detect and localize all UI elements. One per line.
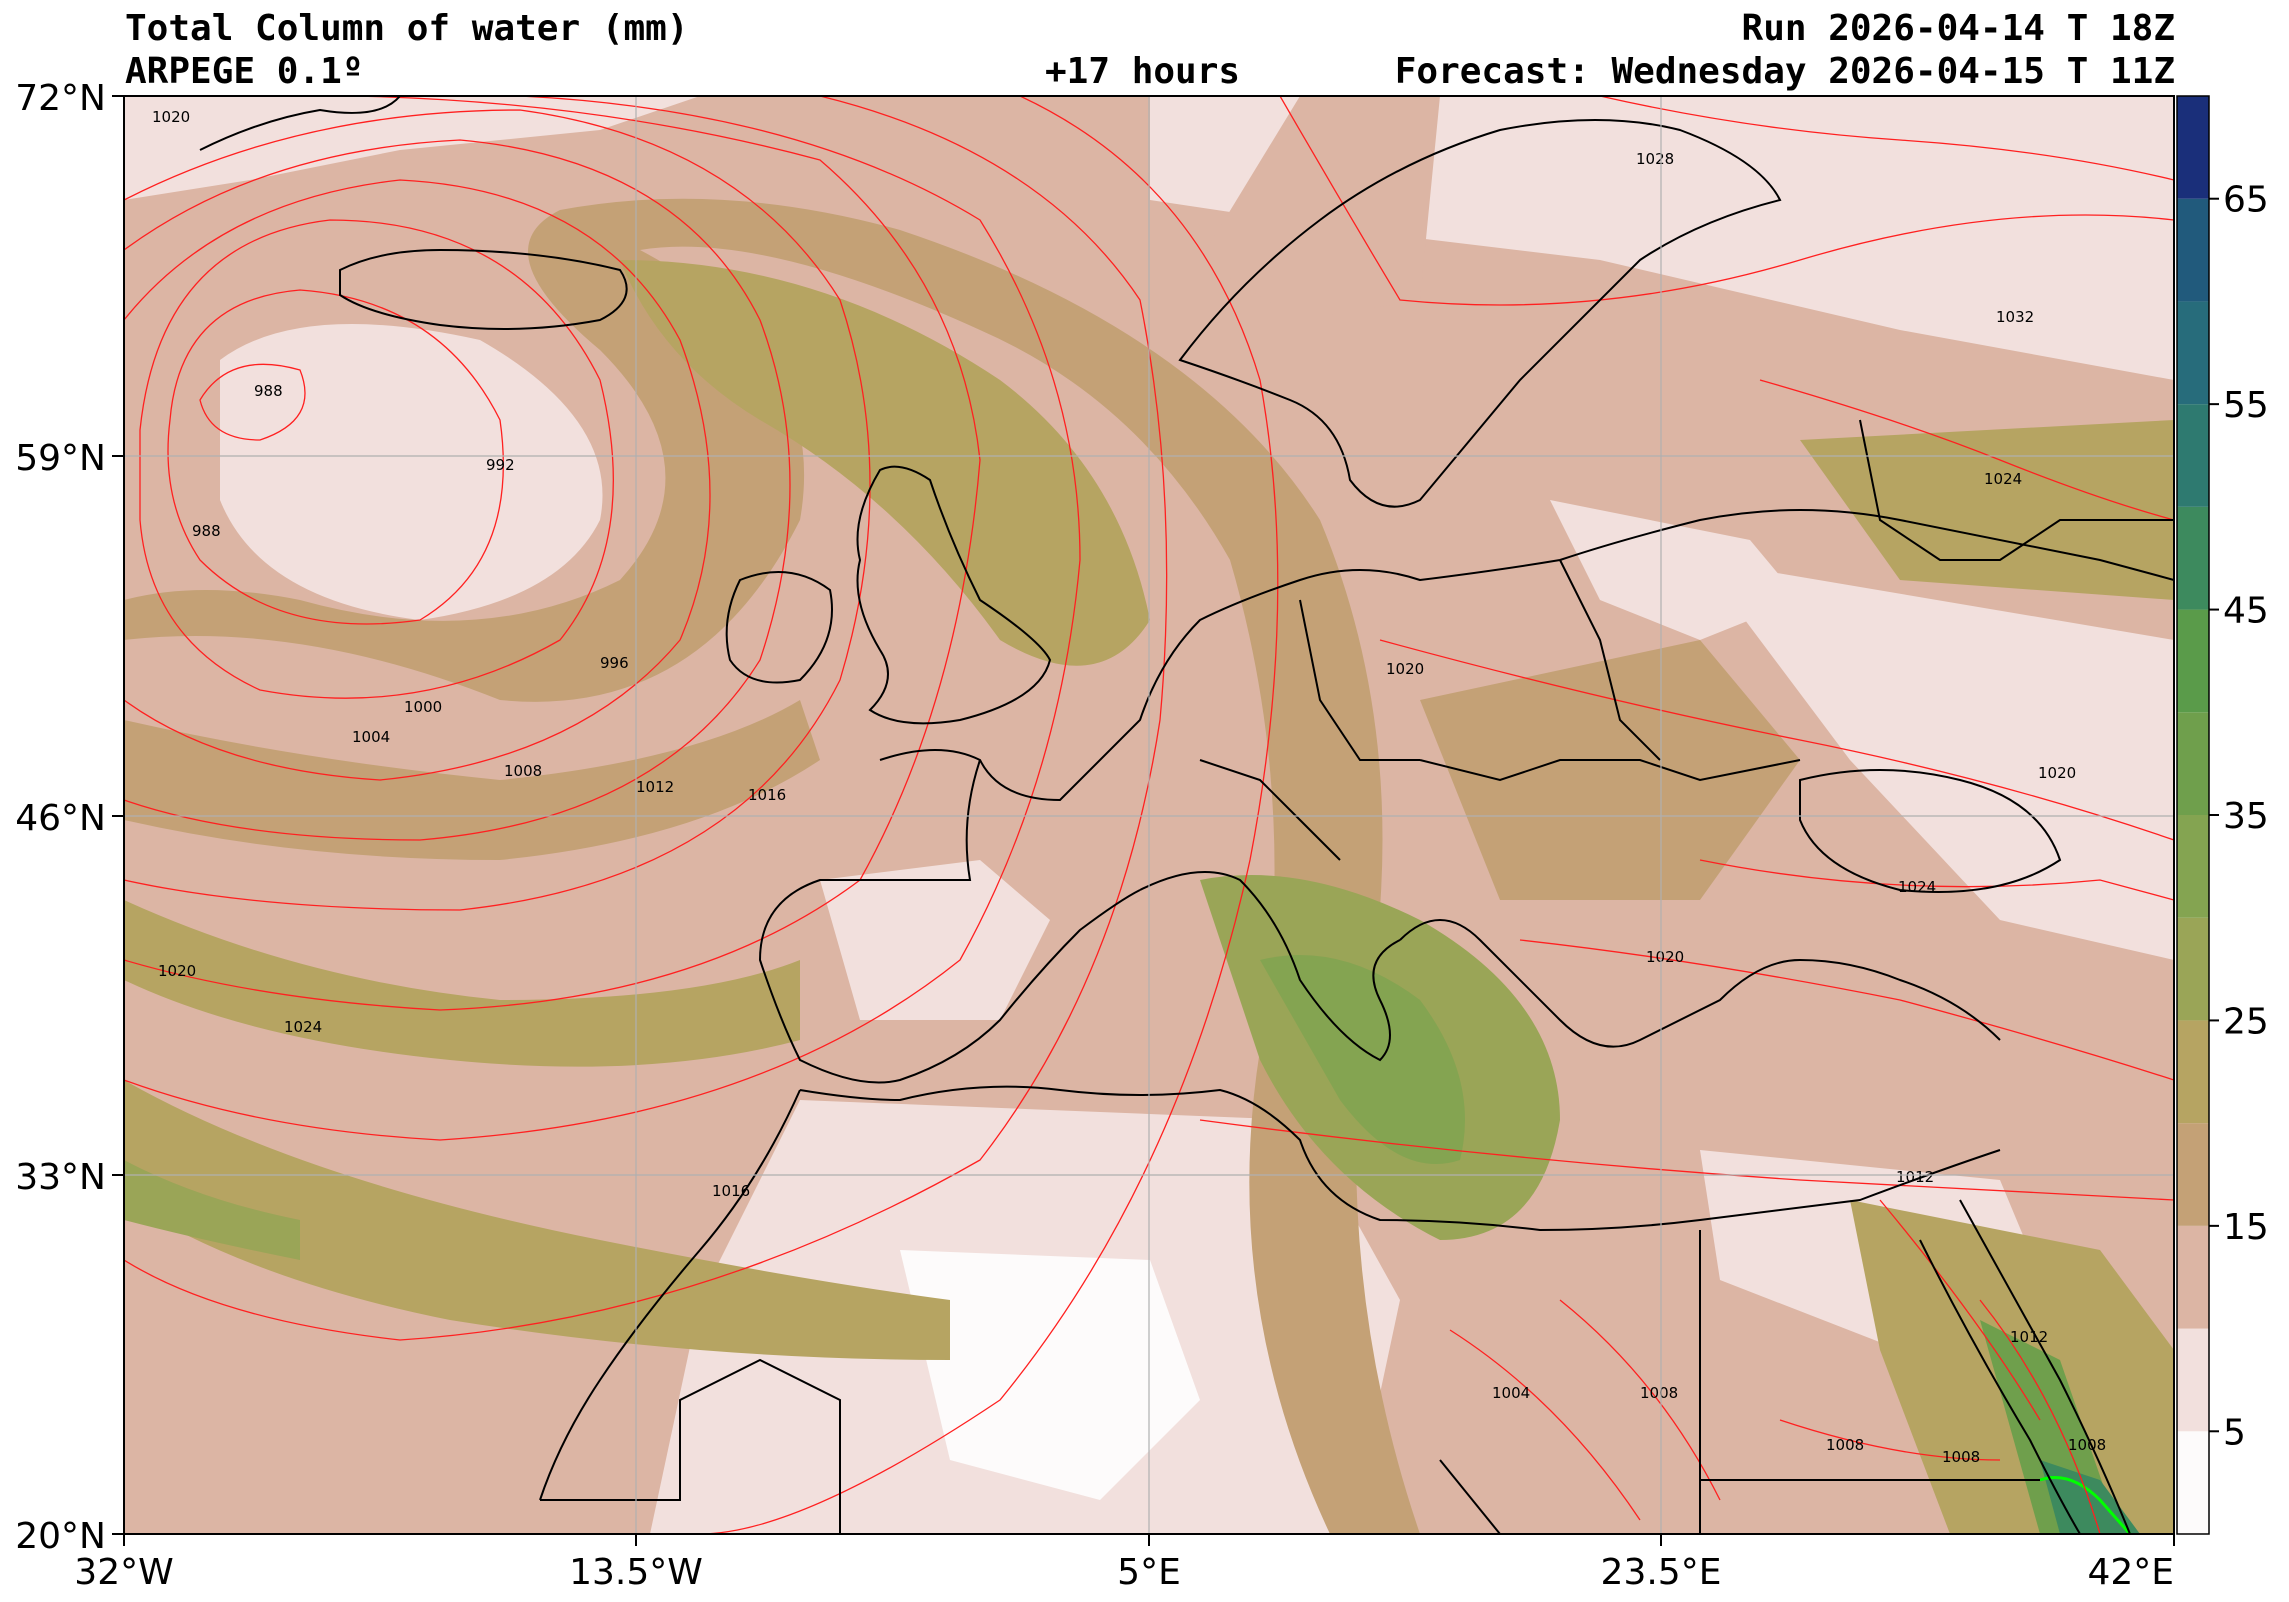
colorbar: 5 15 25 35 45 55 65 bbox=[2176, 95, 2269, 1535]
isobar-label: 1008 bbox=[1640, 1384, 1678, 1402]
isobar-label: 1008 bbox=[504, 762, 542, 780]
lon-tick-label: 23.5°E bbox=[1601, 1552, 1722, 1593]
ireland-coast bbox=[725, 571, 833, 684]
lat-tick-label: 33°N bbox=[15, 1157, 106, 1198]
forecast-label: Forecast: Wednesday 2026-04-15 T 11Z bbox=[1394, 51, 2175, 92]
isobar-label: 1008 bbox=[1826, 1436, 1864, 1454]
lead-time-label: +17 hours bbox=[1045, 51, 1241, 92]
lon-tick-label: 32°W bbox=[74, 1552, 173, 1593]
isobar-label: 1020 bbox=[2038, 764, 2076, 782]
balkan-turkey-coast bbox=[1399, 919, 2001, 1048]
colorbar-segment bbox=[2177, 1431, 2209, 1534]
north-europe-coast bbox=[879, 509, 2174, 802]
colorbar-segment bbox=[2177, 96, 2209, 199]
coastlines-and-borders bbox=[199, 96, 2174, 1534]
border-line bbox=[1559, 559, 1661, 761]
colorbar-tick-label: 45 bbox=[2223, 591, 2269, 632]
colorbar-segment bbox=[2177, 198, 2209, 302]
isobar-label: 1020 bbox=[1646, 948, 1684, 966]
graticule bbox=[124, 96, 2174, 1534]
lat-tick-label: 20°N bbox=[15, 1516, 106, 1557]
isobar-labels: 1020 1028 1032 988 992 988 1024 996 1000… bbox=[152, 108, 2106, 1466]
colorbar-segment bbox=[2177, 404, 2209, 507]
colorbar-segment bbox=[2177, 301, 2209, 405]
colorbar-segment bbox=[2177, 1225, 2209, 1329]
isobar-label: 1012 bbox=[2010, 1328, 2048, 1346]
lat-tick-label: 72°N bbox=[15, 78, 106, 119]
colorbar-segment bbox=[2177, 1123, 2209, 1226]
isobar-label: 1012 bbox=[1896, 1168, 1934, 1186]
lat-tick-label: 46°N bbox=[15, 798, 106, 839]
morocco-coast bbox=[539, 1089, 801, 1501]
isobar-label: 1024 bbox=[284, 1018, 322, 1036]
isobar-lines bbox=[124, 96, 2174, 1534]
isobar-label: 1000 bbox=[404, 698, 442, 716]
border-line bbox=[1299, 599, 1420, 761]
isobar-label: 1008 bbox=[1942, 1448, 1980, 1466]
colorbar-segment bbox=[2177, 1328, 2209, 1432]
colorbar-tick-label: 35 bbox=[2223, 796, 2269, 837]
longitude-axis: 32°W 13.5°W 5°E 23.5°E 42°E bbox=[74, 1534, 2175, 1593]
border-line bbox=[1419, 759, 1801, 782]
great-britain-coast bbox=[856, 465, 1052, 725]
latitude-axis: 72°N 59°N 46°N 33°N 20°N bbox=[15, 78, 124, 1557]
lat-tick-label: 59°N bbox=[15, 438, 106, 479]
iceland-coast bbox=[339, 248, 628, 330]
colorbar-tick-label: 15 bbox=[2223, 1207, 2269, 1248]
north-africa-coast bbox=[799, 1085, 2001, 1232]
isobar-label: 988 bbox=[192, 522, 221, 540]
colorbar-segment bbox=[2177, 1020, 2209, 1124]
colorbar-segment bbox=[2177, 712, 2209, 815]
isobar-label: 1020 bbox=[152, 108, 190, 126]
border-line bbox=[1199, 759, 1341, 861]
isobar-label: 1008 bbox=[2068, 1436, 2106, 1454]
colorbar-segment bbox=[2177, 506, 2209, 610]
lon-tick-label: 42°E bbox=[2087, 1552, 2174, 1593]
colorbar-tick-label: 65 bbox=[2223, 180, 2269, 221]
isobar-label: 1012 bbox=[636, 778, 674, 796]
isobar-label: 988 bbox=[254, 382, 283, 400]
greenland-coast bbox=[199, 96, 401, 151]
map-title: Total Column of water (mm) bbox=[125, 8, 689, 49]
isobar-label: 1028 bbox=[1636, 150, 1674, 168]
lon-tick-label: 13.5°W bbox=[569, 1552, 703, 1593]
run-label: Run 2026-04-14 T 18Z bbox=[1741, 8, 2175, 49]
border-line bbox=[540, 1358, 841, 1534]
colorbar-tick-label: 55 bbox=[2223, 385, 2269, 426]
colorbar-tick-label: 5 bbox=[2223, 1412, 2246, 1453]
isobar-label: 1020 bbox=[158, 962, 196, 980]
isobar-label: 1004 bbox=[1492, 1384, 1530, 1402]
black-sea-coast bbox=[1799, 769, 2062, 893]
border-line bbox=[1859, 419, 2174, 561]
isobar-label: 1004 bbox=[352, 728, 390, 746]
isobar-label: 1020 bbox=[1386, 660, 1424, 678]
isobar-label: 1024 bbox=[1898, 878, 1936, 896]
iberia-coast bbox=[758, 759, 1141, 1084]
red-sea-coast-east bbox=[1959, 1199, 2131, 1534]
scandinavia-coast bbox=[1178, 119, 1782, 508]
lon-tick-label: 5°E bbox=[1117, 1552, 1181, 1593]
isobar-label: 1032 bbox=[1996, 308, 2034, 326]
colorbar-segment bbox=[2177, 815, 2209, 918]
colorbar-tick-label: 25 bbox=[2223, 1001, 2269, 1042]
model-label: ARPEGE 0.1º bbox=[125, 51, 364, 92]
colorbar-segment bbox=[2177, 917, 2209, 1021]
isobar-label: 1016 bbox=[748, 786, 786, 804]
italy-coast bbox=[1139, 871, 1401, 1062]
colorbar-segment bbox=[2177, 609, 2209, 713]
isobar-label: 1024 bbox=[1984, 470, 2022, 488]
isobar-label: 996 bbox=[600, 654, 629, 672]
red-sea-coast-west bbox=[1919, 1239, 2081, 1534]
border-line bbox=[1439, 1459, 1501, 1534]
isobar-label: 992 bbox=[486, 456, 515, 474]
